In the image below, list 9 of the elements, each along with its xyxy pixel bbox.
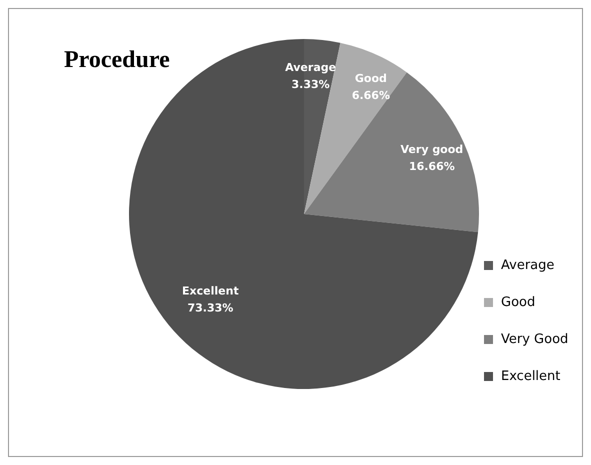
data-label: Average 3.33% <box>285 60 336 91</box>
legend-label: Good <box>501 295 536 310</box>
data-label: Excellent 73.33% <box>182 284 239 314</box>
data-label: Very good 16.66% <box>400 142 464 173</box>
legend-label: Average <box>501 258 554 273</box>
data-label: Good 6.66% <box>352 72 390 102</box>
legend-label: Excellent <box>501 369 560 384</box>
chart-title: Procedure <box>64 47 170 74</box>
legend-label: Very Good <box>501 332 568 347</box>
